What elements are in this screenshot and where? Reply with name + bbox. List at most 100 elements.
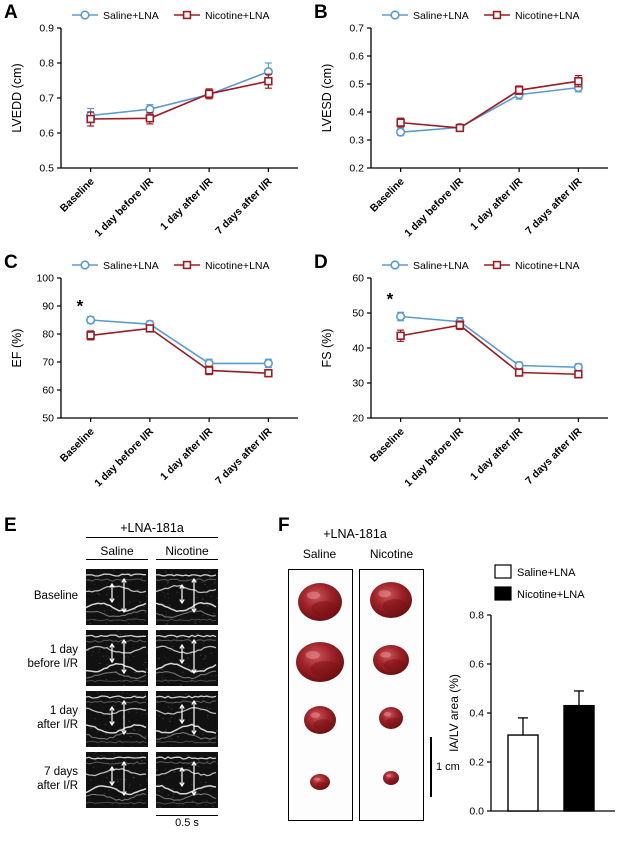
- echocardiogram-image: [85, 630, 149, 687]
- echo-row: Baseline: [4, 569, 219, 625]
- fs-line-chart: 20 30 40 50 60 Baseline 1 day before I/R 1 day …: [316, 252, 616, 519]
- svg-text:*: *: [77, 297, 84, 316]
- echo-row: 1 day after I/R: [4, 691, 219, 748]
- scalebar-label: 1 cm: [436, 761, 460, 773]
- svg-text:0.3: 0.3: [349, 135, 364, 147]
- echocardiogram-image: [85, 569, 149, 625]
- panel-d: D 20 30 40 50 60 Baseline 1 day before I/R 1 da…: [314, 252, 620, 514]
- svg-text:Baseline: Baseline: [368, 176, 407, 215]
- echo-row-label: Baseline: [33, 590, 78, 603]
- lvesd-line-chart: 0.2 0.3 0.4 0.5 0.6 0.7 Baseline 1 day before I…: [316, 2, 616, 257]
- column-label-nicotine: Nicotine: [369, 547, 414, 561]
- echo-svg: [85, 630, 149, 687]
- svg-text:Saline+LNA: Saline+LNA: [413, 260, 469, 272]
- svg-text:0.5: 0.5: [39, 163, 54, 175]
- svg-text:Baseline: Baseline: [58, 426, 97, 465]
- echocardiogram-image: [85, 752, 150, 809]
- svg-text:0.8: 0.8: [469, 610, 484, 622]
- svg-text:Nicotine+LNA: Nicotine+LNA: [517, 589, 585, 601]
- echo-svg: [155, 569, 219, 625]
- echo-svg: [85, 691, 148, 748]
- echocardiogram-image: [155, 691, 219, 747]
- svg-text:7 days after I/R: 7 days after I/R: [213, 175, 275, 237]
- svg-text:1 day before I/R: 1 day before I/R: [402, 175, 466, 239]
- svg-text:1 day after I/R: 1 day after I/R: [158, 175, 215, 232]
- echocardiogram-image: [155, 569, 219, 625]
- echocardiogram-image: [155, 630, 220, 686]
- svg-text:1 day after I/R: 1 day after I/R: [468, 425, 525, 482]
- svg-text:0.9: 0.9: [39, 23, 54, 35]
- panel-label-b: B: [314, 2, 328, 23]
- echo-row-label: 1 day before I/R: [27, 644, 79, 670]
- svg-text:70: 70: [42, 357, 54, 369]
- svg-text:0.6: 0.6: [349, 51, 364, 63]
- svg-text:20: 20: [352, 413, 364, 425]
- svg-text:60: 60: [42, 385, 54, 397]
- echo-row-label: 7 days after I/R: [37, 766, 78, 792]
- svg-text:Nicotine+LNA: Nicotine+LNA: [515, 260, 580, 272]
- svg-text:Nicotine+LNA: Nicotine+LNA: [205, 10, 270, 22]
- svg-text:Saline+LNA: Saline+LNA: [103, 260, 159, 272]
- panel-label-a: A: [4, 2, 18, 23]
- svg-text:7 days after I/R: 7 days after I/R: [213, 425, 275, 487]
- svg-text:0.7: 0.7: [39, 93, 54, 105]
- svg-text:0.0: 0.0: [469, 806, 484, 818]
- svg-text:Baseline: Baseline: [368, 426, 407, 465]
- svg-text:Saline+LNA: Saline+LNA: [103, 10, 159, 22]
- svg-text:90: 90: [42, 301, 54, 313]
- heart-column-headers: Saline Nicotine: [288, 547, 423, 561]
- lna-group-header: +LNA-181a: [323, 527, 387, 541]
- heart-photo-column-nicotine: [359, 569, 424, 821]
- scalebar-line: [156, 815, 218, 816]
- bar-chart-svg: Saline+LNA Nicotine+LNA 0.0 0.2 0.4 0.6 0.8 IA/…: [447, 564, 615, 818]
- svg-text:0.2: 0.2: [469, 757, 484, 769]
- svg-text:1 day before I/R: 1 day before I/R: [92, 425, 156, 489]
- lna-group-header: +LNA-181a: [86, 521, 218, 538]
- panel-b: B 0.2 0.3 0.4 0.5 0.6 0.7 Baseline 1 day before…: [314, 2, 620, 252]
- svg-text:LVEDD (cm): LVEDD (cm): [10, 63, 24, 132]
- svg-text:Nicotine+LNA: Nicotine+LNA: [205, 260, 270, 272]
- svg-text:0.2: 0.2: [349, 163, 364, 175]
- column-label-nicotine: Nicotine: [156, 544, 218, 560]
- panel-label-e: E: [4, 515, 17, 536]
- svg-text:0.6: 0.6: [39, 128, 54, 140]
- svg-text:7 days after I/R: 7 days after I/R: [523, 175, 585, 237]
- ef-line-chart: 50 60 70 80 90 100 Baseline 1 day before I/R 1 d…: [6, 252, 306, 519]
- echocardiogram-grid: Baseline 1 day before I/R 1 day after I/R 7 d…: [4, 569, 220, 813]
- panel-a: A 0.5 0.6 0.7 0.8 0.9 Baseline 1 day before I/…: [4, 2, 310, 252]
- echo-row: 1 day before I/R: [4, 630, 220, 687]
- panel-label-f: F: [278, 515, 290, 536]
- svg-text:1 day before I/R: 1 day before I/R: [92, 175, 156, 239]
- panel-label-d: D: [314, 252, 328, 273]
- echo-column-headers: Saline Nicotine: [86, 544, 218, 560]
- echo-svg: [85, 569, 149, 625]
- lvedd-line-chart: 0.5 0.6 0.7 0.8 0.9 Baseline 1 day before I/R 1…: [6, 2, 306, 257]
- svg-text:50: 50: [42, 413, 54, 425]
- svg-text:EF (%): EF (%): [10, 329, 24, 368]
- svg-text:0.8: 0.8: [39, 58, 54, 70]
- svg-text:60: 60: [352, 273, 364, 285]
- echo-row: 7 days after I/R: [4, 752, 219, 809]
- panel-label-c: C: [4, 252, 18, 273]
- svg-text:*: *: [387, 289, 394, 308]
- echocardiogram-image: [85, 691, 148, 748]
- svg-text:50: 50: [352, 308, 364, 320]
- heart-photos-svg: [370, 582, 412, 785]
- echo-svg: [85, 752, 150, 809]
- panel-f: F +LNA-181a Saline Nicotine 1 cm Saline+…: [278, 515, 621, 842]
- svg-text:7 days after I/R: 7 days after I/R: [523, 425, 585, 487]
- panel-e: E +LNA-181a Saline Nicotine Baseline 1 da…: [4, 515, 276, 842]
- svg-text:Saline+LNA: Saline+LNA: [413, 10, 469, 22]
- svg-text:1 day after I/R: 1 day after I/R: [158, 425, 215, 482]
- heart-photos-svg: [296, 583, 344, 790]
- svg-text:0.6: 0.6: [469, 659, 484, 671]
- svg-text:FS (%): FS (%): [320, 329, 334, 368]
- svg-text:Nicotine+LNA: Nicotine+LNA: [515, 10, 580, 22]
- heart-photo-column-saline: [288, 569, 353, 821]
- svg-text:0.4: 0.4: [469, 708, 484, 720]
- svg-text:0.5: 0.5: [349, 79, 364, 91]
- echo-svg: [155, 752, 219, 808]
